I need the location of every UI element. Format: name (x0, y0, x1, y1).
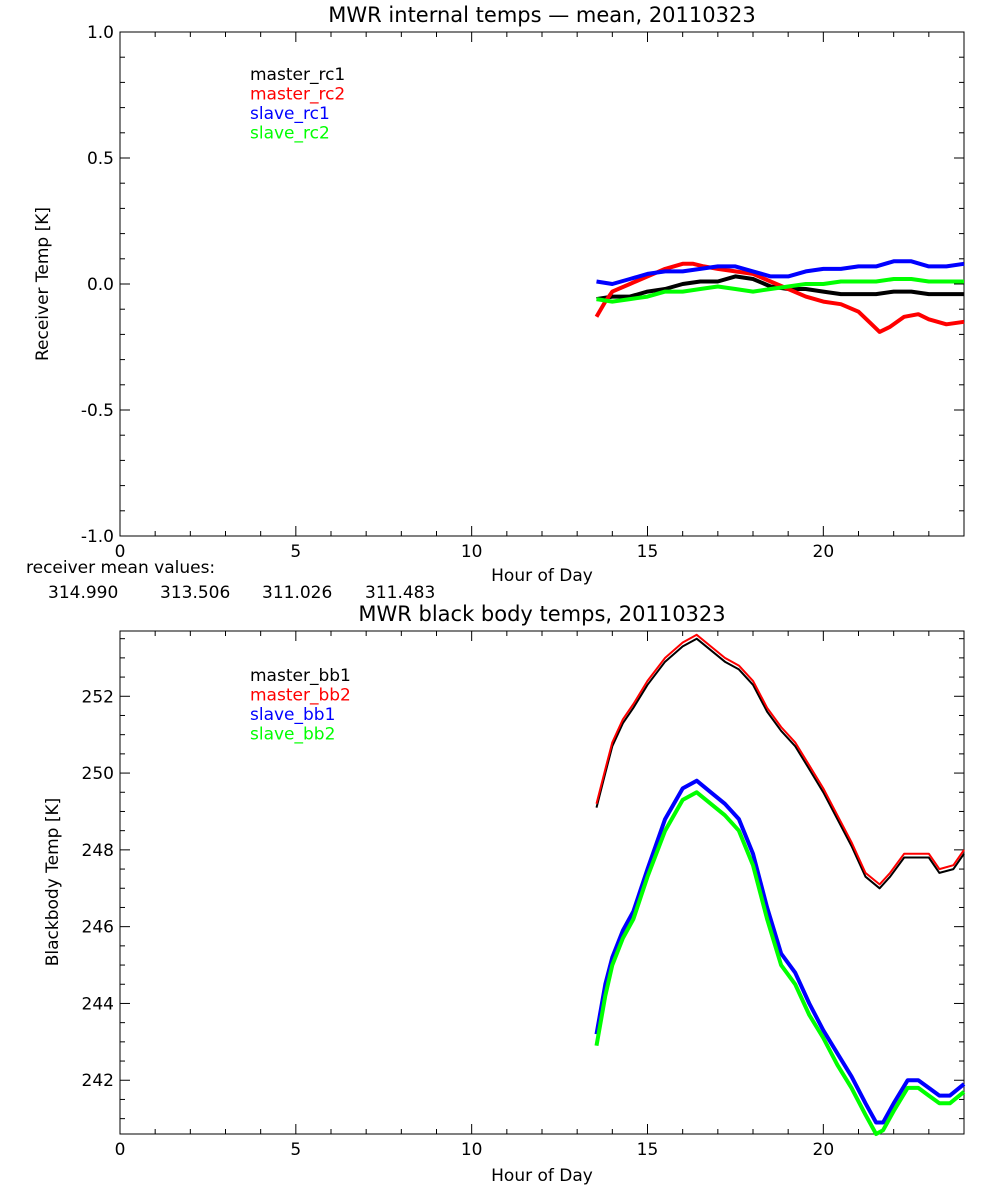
y-tick-label: 1.0 (87, 23, 114, 43)
y-axis-label: Blackbody Temp [K] (43, 798, 63, 967)
chart-title: MWR internal temps — mean, 20110323 (328, 3, 755, 27)
y-axis-label: Receiver Temp [K] (33, 207, 53, 361)
legend-entry-master-bb1: master_bb1 (250, 666, 351, 686)
x-tick-label: 0 (115, 1140, 126, 1160)
y-tick-label: 0.5 (87, 149, 114, 169)
legend-entry-slave-bb1: slave_bb1 (250, 705, 335, 725)
x-axis-label: Hour of Day (491, 1166, 593, 1186)
chart-panel-blackbody: MWR black body temps, 20110323 Hour of D… (43, 602, 966, 1186)
x-tick-label: 10 (461, 542, 483, 562)
mean-value: 311.026 (262, 583, 332, 603)
y-tick-label: 242 (82, 1071, 114, 1091)
plot-frame (119, 630, 965, 1135)
series-line-slave-bb2 (594, 790, 966, 1136)
y-tick-label: -0.5 (81, 401, 114, 421)
x-tick-label: 20 (813, 1140, 835, 1160)
x-tick-label: 10 (461, 1140, 483, 1160)
legend-entry-master-rc1: master_rc1 (250, 65, 345, 85)
y-tick-label: 0.0 (87, 275, 114, 295)
receiver-mean-values: receiver mean values: 314.990 313.506 31… (26, 558, 435, 603)
legend-entry-slave-rc1: slave_rc1 (250, 104, 330, 124)
y-tick-label: 252 (82, 687, 114, 707)
y-tick-label: 246 (82, 918, 114, 938)
legend-entry-master-bb2: master_bb2 (250, 686, 351, 706)
x-tick-label: 0 (115, 542, 126, 562)
x-axis-label: Hour of Day (491, 566, 593, 586)
y-tick-label: -1.0 (81, 527, 114, 547)
series-line-slave-bb1 (594, 778, 966, 1125)
legend-entry-slave-rc2: slave_rc2 (250, 124, 330, 144)
y-tick-label: 244 (82, 994, 114, 1014)
y-tick-label: 248 (82, 841, 114, 861)
x-tick-label: 5 (290, 1140, 301, 1160)
x-tick-label: 15 (637, 1140, 659, 1160)
mean-values-label: receiver mean values: (26, 558, 215, 578)
mean-value: 314.990 (48, 583, 118, 603)
legend-entry-slave-bb2: slave_bb2 (250, 725, 335, 745)
mean-value: 313.506 (160, 583, 230, 603)
y-tick-label: 250 (82, 764, 114, 784)
chart-panel-receiver: MWR internal temps — mean, 20110323 Hour… (33, 3, 965, 586)
x-tick-label: 5 (290, 542, 301, 562)
x-tick-label: 20 (813, 542, 835, 562)
series-line-master-bb2 (595, 633, 965, 886)
series-line-slave-rc2 (596, 277, 964, 304)
series-line-master-bb1 (595, 637, 965, 890)
legend-entry-master-rc2: master_rc2 (250, 85, 345, 105)
x-tick-label: 15 (637, 542, 659, 562)
chart-title: MWR black body temps, 20110323 (358, 602, 725, 626)
series-line-slave-rc1 (596, 259, 965, 286)
mean-value: 311.483 (365, 583, 435, 603)
